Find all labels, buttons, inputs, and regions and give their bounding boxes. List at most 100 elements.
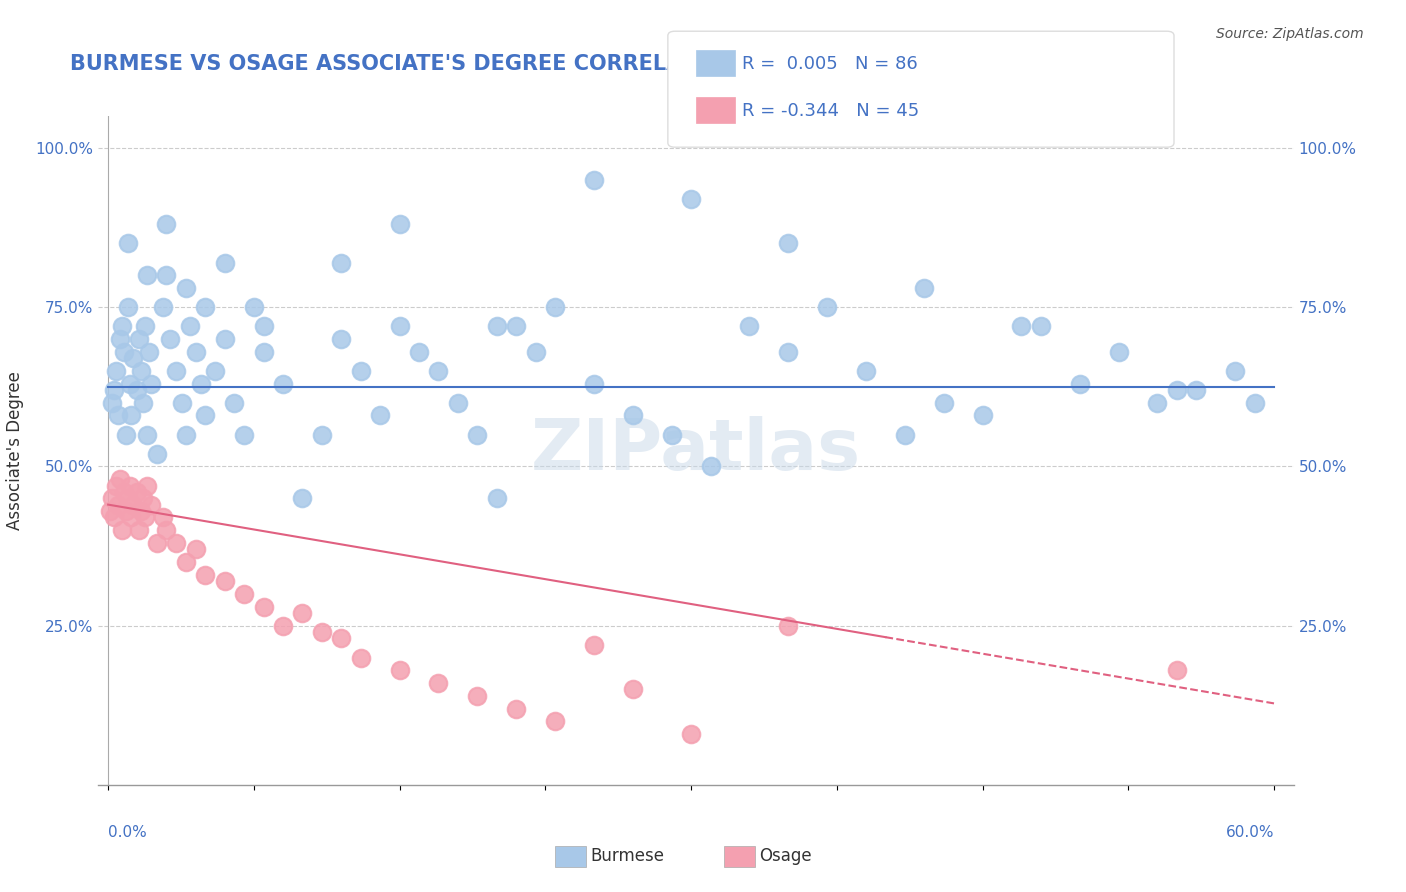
Point (170, 395, 193, 409)
Point (350, 364, 373, 378)
Point (311, 625, 333, 640)
Point (1185, 383, 1208, 397)
Point (132, 491, 155, 506)
Point (114, 504, 136, 518)
Point (505, 701, 527, 715)
Point (621, 682, 644, 697)
Text: 0.0%: 0.0% (108, 825, 146, 840)
Point (252, 344, 274, 359)
Point (132, 395, 155, 409)
Point (127, 383, 149, 397)
Point (815, 300, 838, 314)
Point (291, 606, 314, 620)
Point (179, 319, 201, 334)
Point (699, 459, 721, 474)
Point (291, 491, 314, 506)
Point (582, 638, 605, 652)
Point (194, 300, 217, 314)
Point (271, 618, 294, 632)
Point (134, 510, 156, 524)
Text: R = -0.344   N = 45: R = -0.344 N = 45 (742, 102, 920, 120)
Point (582, 172, 605, 186)
Point (233, 587, 256, 601)
Point (155, 268, 177, 283)
Point (1029, 319, 1052, 334)
Point (122, 498, 145, 512)
Point (582, 376, 605, 391)
Point (388, 663, 411, 677)
Point (388, 217, 411, 231)
Point (108, 472, 131, 486)
Point (108, 332, 131, 346)
Point (145, 536, 167, 550)
Point (311, 427, 333, 442)
Point (165, 536, 187, 550)
Point (1011, 319, 1033, 334)
Point (155, 523, 177, 537)
Point (136, 427, 159, 442)
Point (778, 344, 800, 359)
Point (778, 618, 800, 632)
Point (118, 376, 141, 391)
Text: R =  0.005   N = 86: R = 0.005 N = 86 (742, 55, 918, 73)
Text: Burmese: Burmese (591, 847, 665, 865)
Point (122, 351, 145, 365)
Point (243, 300, 266, 314)
Point (128, 332, 150, 346)
Point (139, 498, 162, 512)
Point (145, 447, 167, 461)
Point (681, 727, 703, 741)
Point (214, 574, 236, 588)
Point (152, 300, 174, 314)
Point (118, 478, 141, 492)
Point (134, 319, 156, 334)
Point (104, 364, 127, 378)
Point (388, 319, 411, 334)
Text: Osage: Osage (759, 847, 811, 865)
Point (524, 344, 547, 359)
Point (120, 409, 142, 423)
Point (127, 484, 149, 499)
Point (155, 217, 177, 231)
Point (467, 427, 489, 442)
Point (427, 676, 450, 690)
Point (972, 409, 994, 423)
Point (190, 376, 212, 391)
Point (174, 427, 197, 442)
Text: ZIPatlas: ZIPatlas (531, 416, 860, 485)
Point (855, 364, 877, 378)
Point (1146, 395, 1168, 409)
Y-axis label: Associate's Degree: Associate's Degree (7, 371, 24, 530)
Point (738, 319, 761, 334)
Point (1069, 376, 1091, 391)
Point (252, 319, 274, 334)
Point (117, 300, 139, 314)
Point (128, 523, 150, 537)
Point (107, 498, 129, 512)
Point (184, 542, 207, 557)
Point (111, 319, 134, 334)
Point (112, 484, 135, 499)
Point (661, 427, 683, 442)
Point (408, 344, 430, 359)
Point (427, 364, 450, 378)
Point (505, 319, 527, 334)
Point (224, 395, 246, 409)
Point (271, 376, 294, 391)
Point (103, 383, 125, 397)
Point (932, 395, 955, 409)
Point (1166, 663, 1188, 677)
Point (117, 236, 139, 251)
Point (117, 491, 139, 506)
Point (894, 427, 917, 442)
Point (233, 427, 256, 442)
Point (120, 510, 142, 524)
Point (1108, 344, 1130, 359)
Point (467, 689, 489, 703)
Point (194, 567, 217, 582)
Point (174, 555, 197, 569)
Point (138, 344, 160, 359)
Point (1166, 383, 1188, 397)
Point (136, 268, 159, 283)
Point (368, 409, 391, 423)
